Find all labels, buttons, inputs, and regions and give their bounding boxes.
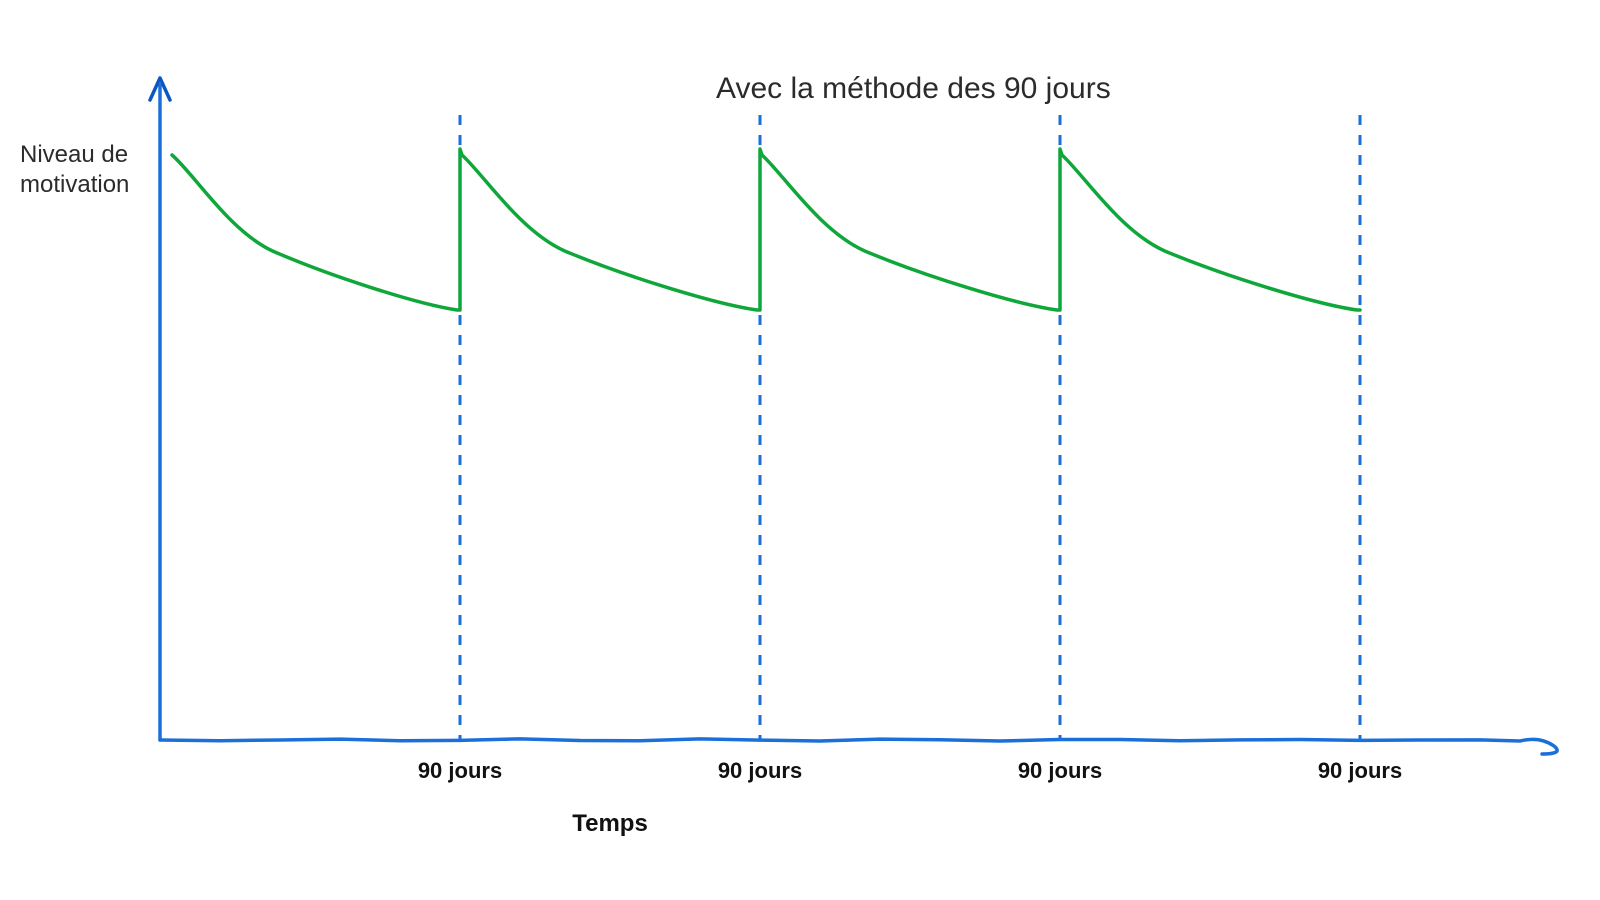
y-axis-label: Niveau demotivation (20, 140, 129, 200)
x-tick-label: 90 jours (1018, 758, 1102, 784)
x-tick-label: 90 jours (418, 758, 502, 784)
x-tick-label: 90 jours (1318, 758, 1402, 784)
chart-title: Avec la méthode des 90 jours (716, 72, 1111, 106)
motivation-chart: Avec la méthode des 90 jours Niveau demo… (0, 0, 1600, 900)
x-tick-label: 90 jours (718, 758, 802, 784)
x-axis-title: Temps (572, 810, 648, 838)
